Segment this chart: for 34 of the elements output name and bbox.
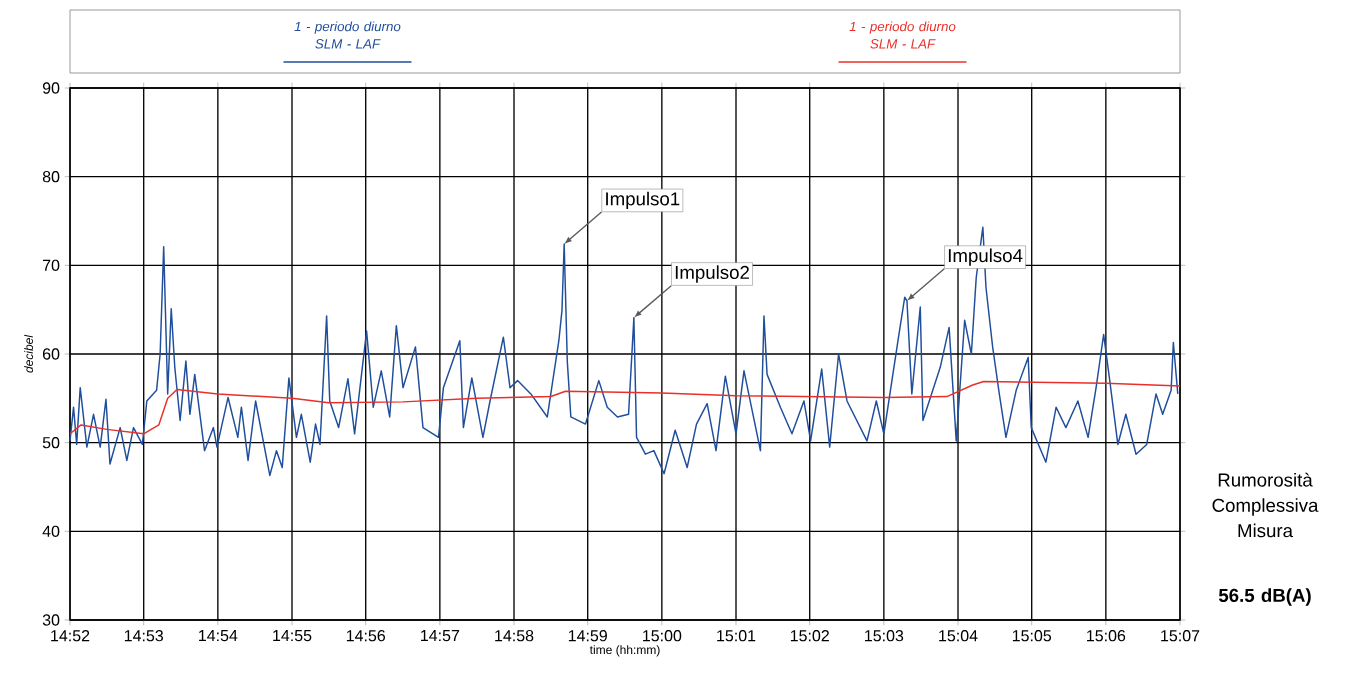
x-tick-label: 14:54 [199, 630, 238, 642]
annotation: Impulso4 [948, 248, 1023, 266]
x-tick-label: 14:56 [346, 630, 386, 642]
x-tick-label: 15:03 [865, 630, 904, 642]
x-tick-label: 14:55 [273, 630, 312, 642]
x-tick-label: 14:53 [124, 630, 164, 642]
y-tick-label: 40 [42, 525, 60, 537]
line-series [69, 380, 1181, 435]
x-tick-label: 14:58 [495, 630, 534, 642]
x-tick-label: 15:07 [1161, 630, 1200, 642]
annotation: Impulso1 [606, 191, 680, 210]
line-series [69, 226, 1179, 477]
x-axis-title: time (hh:mm) [589, 645, 660, 657]
y-axis-title: decibel [24, 334, 34, 373]
annotation: Impulso2 [675, 265, 749, 283]
x-tick-label: 15:01 [717, 630, 756, 642]
x-tick-label: 15:06 [1087, 630, 1126, 642]
x-tick-label: 15:04 [939, 630, 978, 642]
y-tick-label: 50 [42, 437, 60, 449]
x-tick-label: 14:59 [568, 630, 607, 642]
y-tick-label: 30 [42, 614, 60, 626]
y-tick-label: 70 [42, 259, 60, 271]
y-tick-label: 60 [42, 348, 60, 360]
x-tick-label: 15:05 [1012, 630, 1052, 642]
y-tick-label: 90 [42, 82, 60, 94]
text: 56.5 dB(A) [1218, 588, 1311, 606]
x-tick-label: 14:57 [421, 630, 460, 642]
x-tick-label: 15:02 [790, 630, 829, 642]
x-tick-label: 15:00 [643, 630, 682, 642]
text: 1 - periodo diurno SLM - LAF [849, 21, 956, 49]
y-tick-label: 80 [42, 171, 60, 183]
text: 1 - periodo diurno SLM - LAF [294, 21, 401, 49]
x-tick-label: 14:52 [51, 630, 90, 642]
text: Rumorosità Complessiva Misura [1212, 472, 1319, 538]
